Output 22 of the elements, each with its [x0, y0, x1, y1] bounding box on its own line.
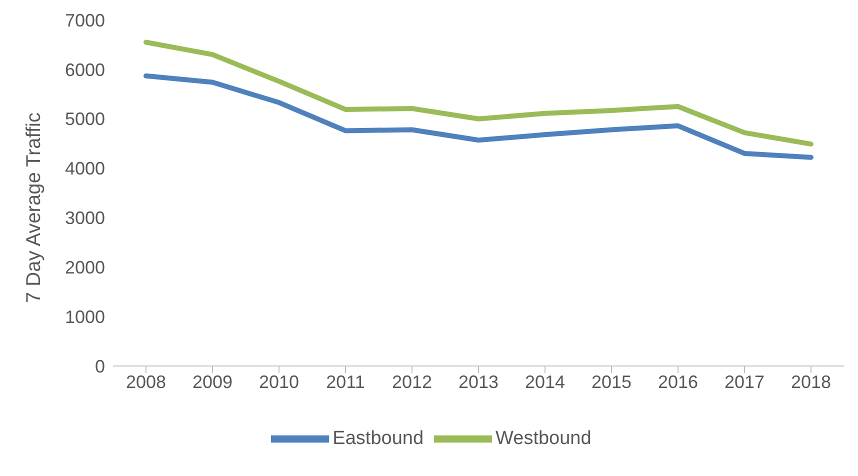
y-tick-label: 6000 [64, 60, 105, 80]
x-tick-label: 2009 [192, 372, 233, 392]
x-tick-label: 2008 [126, 372, 166, 392]
legend-label: Eastbound [332, 428, 424, 450]
x-tick-label: 2016 [658, 372, 698, 392]
y-tick-label: 5000 [64, 109, 105, 130]
x-tick-label: 2017 [724, 372, 765, 392]
y-tick-label: 7000 [64, 10, 105, 30]
x-tick-label: 2018 [790, 372, 832, 392]
y-tick-label: 0 [94, 356, 105, 376]
y-axis-title: 7 Day Average Traffic [23, 112, 46, 303]
x-tick-label: 2010 [258, 372, 300, 392]
y-tick-label: 2000 [64, 258, 105, 278]
y-tick-label: 3000 [64, 208, 105, 228]
y-tick-label: 1000 [64, 306, 105, 327]
x-tick-label: 2011 [326, 372, 365, 392]
y-tick-label: 4000 [64, 158, 105, 179]
x-tick-label: 2014 [524, 372, 566, 392]
legend-label: Westbound [496, 428, 592, 450]
x-tick-label: 2015 [591, 372, 632, 392]
x-tick-label: 2013 [458, 372, 499, 392]
x-tick-label: 2012 [392, 372, 432, 392]
